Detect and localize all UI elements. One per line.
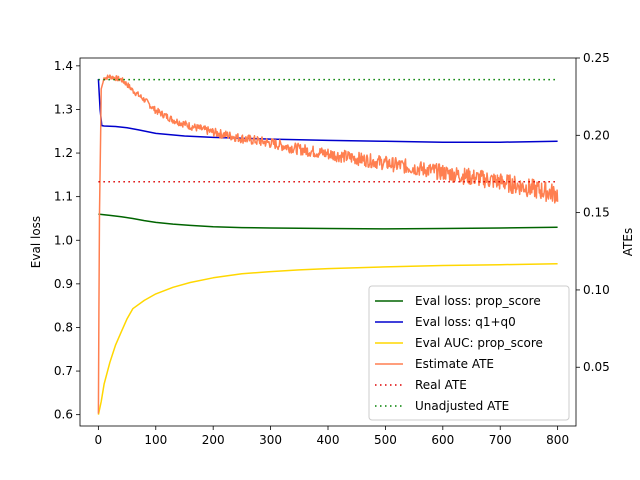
series-line-eval-loss-prop-score <box>98 213 558 230</box>
right-y-tick-label: 0.05 <box>583 360 610 374</box>
legend-entry: Eval loss: q1+q0 <box>415 315 516 329</box>
left-y-tick-label: 0.8 <box>54 320 73 334</box>
left-y-tick-label: 1.2 <box>54 146 73 160</box>
legend-box <box>368 285 570 421</box>
left-y-tick-label: 1.1 <box>54 190 73 204</box>
series-line-eval-loss-q1-q0 <box>97 78 558 143</box>
legend-entry: Eval AUC: prop_score <box>415 336 543 350</box>
left-y-tick-label: 1.3 <box>54 102 73 116</box>
x-tick-label: 0 <box>95 433 103 447</box>
left-y-tick-label: 1.0 <box>54 233 73 247</box>
left-y-tick-label: 1.4 <box>54 59 73 73</box>
legend-entry: Real ATE <box>415 378 467 392</box>
right-y-tick-label: 0.15 <box>583 206 610 220</box>
left-y-tick-label: 0.9 <box>54 277 73 291</box>
left-y-axis-label: Eval loss <box>29 216 43 268</box>
legend-entry: Eval loss: prop_score <box>415 294 541 308</box>
right-y-axis-label: ATEs <box>621 228 635 256</box>
right-y-tick-label: 0.20 <box>583 128 610 142</box>
legend-entry: Estimate ATE <box>415 357 494 371</box>
x-tick-label: 400 <box>317 433 340 447</box>
left-y-tick-label: 0.7 <box>54 364 73 378</box>
right-y-tick-label: 0.10 <box>583 283 610 297</box>
series-line-estimate-ate <box>97 74 559 414</box>
x-tick-label: 200 <box>202 433 225 447</box>
series-line-eval-auc-prop-score <box>97 263 558 415</box>
x-tick-label: 100 <box>144 433 167 447</box>
legend-entry: Unadjusted ATE <box>415 399 509 413</box>
x-tick-label: 300 <box>259 433 282 447</box>
x-tick-label: 600 <box>431 433 454 447</box>
left-y-tick-label: 0.6 <box>54 408 73 422</box>
x-tick-label: 700 <box>489 433 512 447</box>
x-tick-label: 500 <box>374 433 397 447</box>
right-y-tick-label: 0.25 <box>583 51 610 65</box>
x-tick-label: 800 <box>546 433 569 447</box>
